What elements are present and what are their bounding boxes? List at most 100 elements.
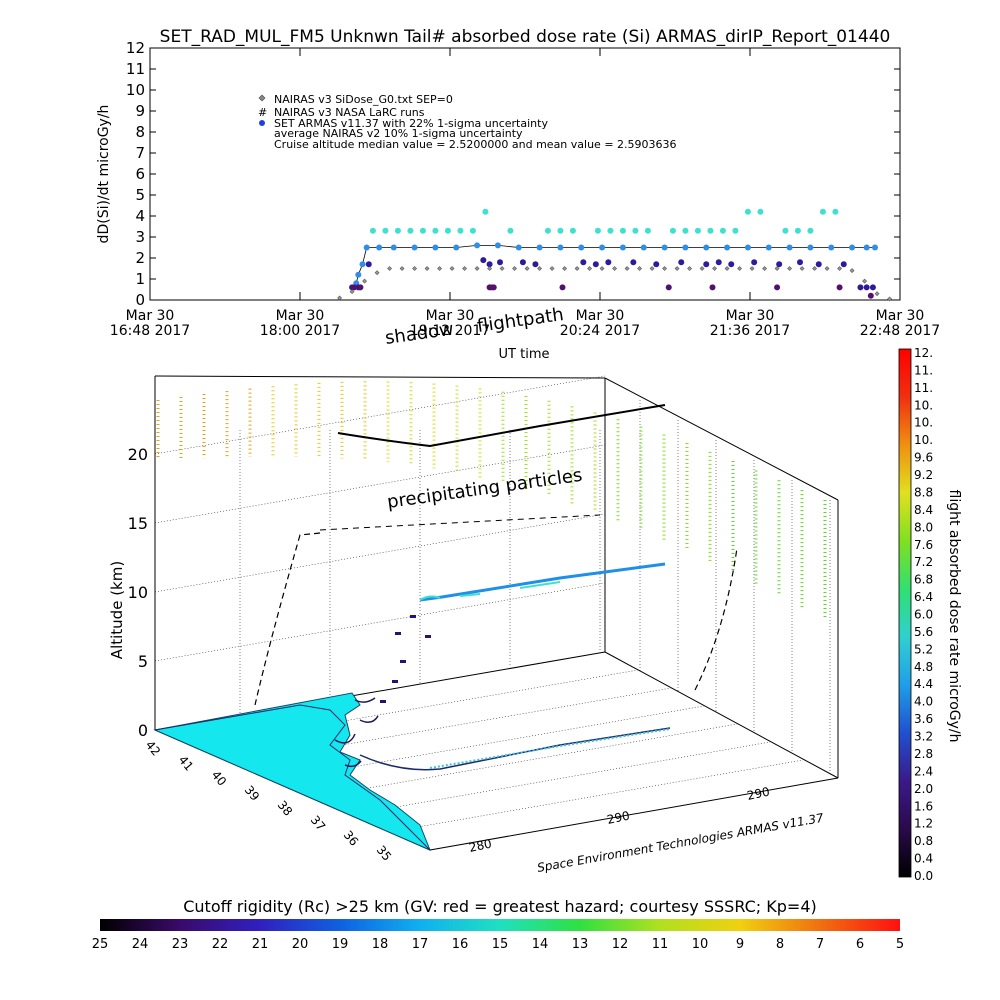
- rigidity-tick-label: 17: [412, 937, 429, 952]
- legend-entry: NAIRAS v3 NASA LaRC runs: [274, 106, 425, 119]
- dose-colorbar-tick: 3.2: [914, 730, 933, 744]
- rigidity-tick-label: 7: [816, 937, 824, 952]
- nairas-point: [612, 266, 618, 271]
- armas-point: [653, 261, 660, 268]
- rigidity-tick-label: 21: [252, 937, 269, 952]
- armas-point: [432, 244, 439, 251]
- armas-point: [569, 227, 576, 234]
- armas-point: [867, 292, 874, 299]
- armas-point: [594, 227, 601, 234]
- dose-colorbar-tick: 10.: [914, 433, 933, 447]
- armas-point: [363, 244, 370, 251]
- ground-map-islands: [334, 697, 379, 768]
- nairas-point: [537, 266, 543, 271]
- armas-point: [665, 284, 672, 291]
- latitude-tick-label: 40: [209, 768, 230, 789]
- nairas-point: [587, 266, 593, 271]
- armas-point: [872, 244, 878, 251]
- armas-point: [782, 227, 789, 234]
- nairas-point: [837, 266, 843, 271]
- ground-map: [153, 692, 431, 851]
- nairas-point: [649, 266, 655, 271]
- armas-point: [661, 244, 668, 251]
- latitude-tick-label: 35: [374, 843, 395, 864]
- rigidity-tick-label: 18: [372, 937, 389, 952]
- floor-gridline: [271, 705, 705, 782]
- armas-point: [786, 244, 793, 251]
- armas-point: [630, 259, 637, 266]
- armas-point: [394, 227, 401, 234]
- legend-entry: Cruise altitude median value = 2.5200000…: [274, 138, 677, 151]
- armas-point: [828, 244, 835, 251]
- y-tick-label: 0: [135, 291, 145, 309]
- armas-point: [744, 208, 751, 215]
- dose-rate-time-series-panel: SET_RAD_MUL_FM5 Unknwn Tail# absorbed do…: [96, 27, 940, 362]
- nairas-point: [412, 266, 418, 271]
- armas-point: [557, 244, 564, 251]
- rigidity-tick-label: 13: [572, 937, 589, 952]
- armas-point: [682, 227, 689, 234]
- legend: NAIRAS v3 SiDose_G0.txt SEP=0 # NAIRAS v…: [258, 93, 677, 151]
- latitude-tick-label: 37: [308, 813, 329, 834]
- armas-point: [411, 244, 418, 251]
- precipitating-particle-columns: [156, 381, 827, 620]
- dose-colorbar-tick: 1.2: [914, 817, 933, 831]
- dose-colorbar-tick: 10.: [914, 416, 933, 430]
- legend-marker-hash: #: [258, 106, 267, 119]
- armas-point: [707, 227, 714, 234]
- nairas-point: [487, 266, 493, 271]
- dose-colorbar: 0.0 0.4 0.8 1.2 1.6 2.0 2.4 2.8 3.2 3.6 4.0 4.4 4.8 5…: [898, 346, 933, 883]
- armas-point: [497, 259, 503, 266]
- armas-point: [840, 261, 847, 268]
- armas-point: [836, 284, 843, 291]
- dose-colorbar-tick: 8.0: [914, 520, 933, 534]
- dose-colorbar-tick: 11.: [914, 363, 933, 377]
- dose-colorbar-tick: 2.0: [914, 782, 933, 796]
- rigidity-tick-label: 11: [652, 937, 669, 952]
- armas-point: [619, 244, 626, 251]
- rigidity-tick-label: 25: [92, 937, 109, 952]
- floor-gridline: [388, 759, 804, 833]
- longitude-tick-label: 290: [606, 808, 631, 826]
- armas-point: [703, 244, 710, 251]
- nairas-point: [399, 266, 405, 271]
- armas-point: [694, 227, 701, 234]
- descent-markers: [380, 615, 431, 703]
- dose-colorbar-tick: 0.4: [914, 852, 933, 866]
- rigidity-gradient: [100, 919, 900, 931]
- dose-colorbar-tick: 8.4: [914, 503, 933, 517]
- armas-point: [644, 227, 651, 234]
- armas-point: [605, 259, 612, 266]
- left-wall-shadow: [254, 532, 321, 706]
- armas-point: [703, 261, 710, 268]
- armas-point: [355, 271, 362, 278]
- nairas-point: [724, 266, 730, 271]
- nairas-point: [462, 266, 468, 271]
- nairas-point: [499, 266, 505, 271]
- nairas-point: [749, 266, 755, 271]
- rigidity-tick-label: 22: [212, 937, 229, 952]
- armas-point: [863, 284, 870, 291]
- y-tick-label: 8: [135, 123, 145, 141]
- armas-point: [728, 261, 735, 268]
- dose-colorbar-tick: 5.2: [914, 642, 933, 656]
- armas-point: [486, 261, 493, 268]
- dose-colorbar-tick: 7.6: [914, 538, 933, 552]
- armas-point: [744, 244, 751, 251]
- y-tick-label: 12: [126, 39, 145, 57]
- armas-point: [807, 227, 814, 234]
- nairas-point: [862, 278, 868, 284]
- armas-point: [863, 244, 870, 251]
- rigidity-title: Cutoff rigidity (Rc) >25 km (GV: red = g…: [183, 897, 817, 916]
- right-wall-shadow: [694, 547, 738, 691]
- dose-colorbar-tick: 9.2: [914, 468, 933, 482]
- armas-point: [869, 284, 876, 291]
- floor-gridline: [232, 687, 672, 765]
- y-tick-label: 4: [135, 207, 145, 225]
- nairas-point: [812, 266, 818, 271]
- legend-entry: NAIRAS v3 SiDose_G0.txt SEP=0: [274, 93, 453, 106]
- rigidity-tick-label: 19: [332, 937, 349, 952]
- nairas-point: [574, 266, 580, 271]
